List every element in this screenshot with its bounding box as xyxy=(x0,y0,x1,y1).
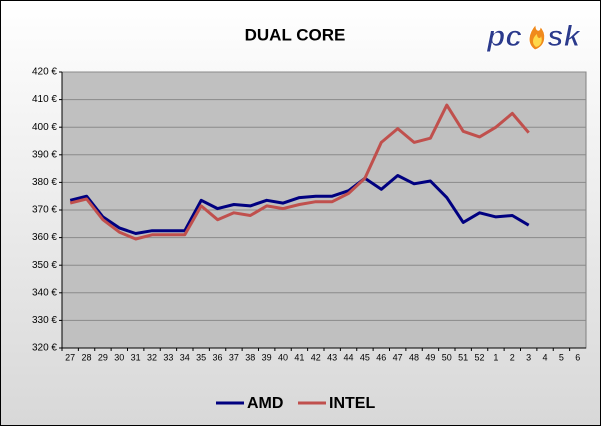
series-line xyxy=(69,103,530,241)
x-tick-label: 38 xyxy=(245,352,255,362)
x-tick-label: 31 xyxy=(131,352,141,362)
y-tick-label: 340 € xyxy=(32,287,57,298)
x-tick-label: 2 xyxy=(510,352,515,362)
x-tick-label: 45 xyxy=(360,352,370,362)
logo: pc sk xyxy=(486,19,583,53)
x-tick-label: 52 xyxy=(475,352,485,362)
x-tick-label: 28 xyxy=(82,352,92,362)
y-tick-label: 320 € xyxy=(32,343,57,354)
y-tick-label: 350 € xyxy=(32,260,57,271)
y-tick-label: 380 € xyxy=(32,177,57,188)
x-tick-label: 6 xyxy=(575,352,580,362)
x-tick-label: 46 xyxy=(376,352,386,362)
x-tick-label: 34 xyxy=(180,352,190,362)
logo-flame-core xyxy=(533,34,542,47)
x-tick-label: 32 xyxy=(147,352,157,362)
x-tick-label: 49 xyxy=(425,352,435,362)
x-tick-label: 29 xyxy=(98,352,108,362)
y-tick-label: 410 € xyxy=(32,94,57,105)
x-tick-label: 5 xyxy=(559,352,564,362)
legend-label: AMD xyxy=(247,395,283,412)
legend-label: INTEL xyxy=(329,395,375,412)
x-tick-label: 39 xyxy=(262,352,272,362)
x-tick-label: 47 xyxy=(393,352,403,362)
x-tick-label: 36 xyxy=(213,352,223,362)
logo-text: sk xyxy=(547,20,582,53)
x-tick-label: 37 xyxy=(229,352,239,362)
x-tick-label: 35 xyxy=(196,352,206,362)
y-tick-label: 400 € xyxy=(32,122,57,133)
y-tick-label: 360 € xyxy=(32,232,57,243)
x-tick-label: 48 xyxy=(409,352,419,362)
x-tick-label: 51 xyxy=(458,352,468,362)
x-tick-label: 43 xyxy=(327,352,337,362)
x-tick-label: 3 xyxy=(526,352,531,362)
x-tick-label: 33 xyxy=(163,352,173,362)
x-tick-label: 41 xyxy=(294,352,304,362)
x-tick-label: 4 xyxy=(543,352,548,362)
series-line xyxy=(69,174,530,235)
x-tick-label: 40 xyxy=(278,352,288,362)
x-tick-label: 42 xyxy=(311,352,321,362)
logo-text: pc xyxy=(486,20,522,53)
x-tick-label: 27 xyxy=(65,352,75,362)
y-tick-label: 370 € xyxy=(32,205,57,216)
x-tick-label: 50 xyxy=(442,352,452,362)
y-tick-label: 330 € xyxy=(32,315,57,326)
x-tick-label: 30 xyxy=(114,352,124,362)
x-tick-label: 44 xyxy=(344,352,354,362)
y-tick-label: 390 € xyxy=(32,149,57,160)
x-tick-label: 1 xyxy=(493,352,498,362)
y-tick-label: 420 € xyxy=(32,67,57,78)
chart-title: DUAL CORE xyxy=(245,25,346,44)
